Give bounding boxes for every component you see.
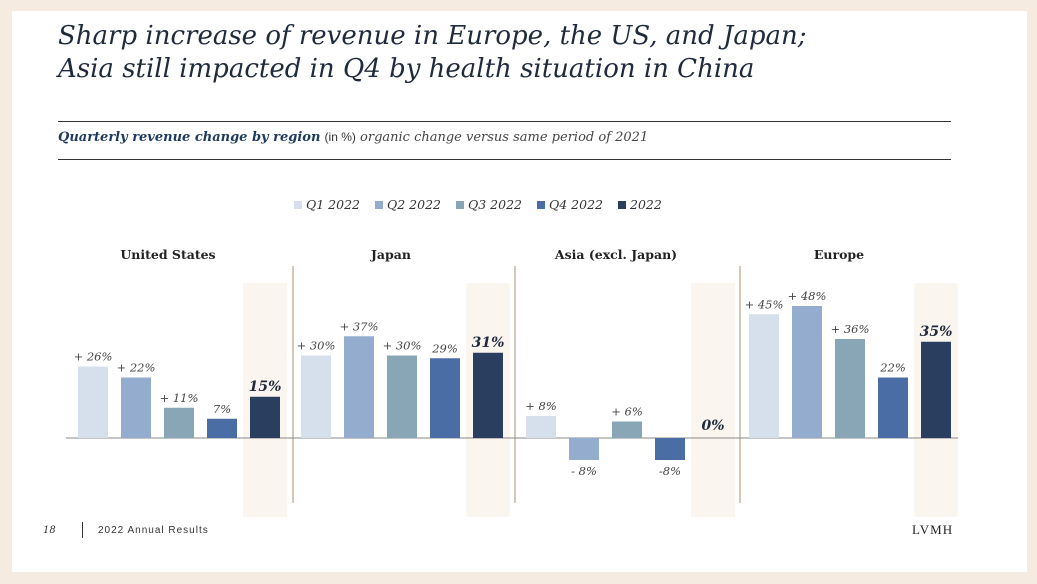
data-label-united-states-2022: 15% xyxy=(249,379,282,395)
data-label-japan-2022: 31% xyxy=(472,335,505,351)
data-label-asia-excl-japan-q1-2022: + 8% xyxy=(525,399,557,413)
data-label-japan-q1-2022: + 30% xyxy=(297,339,336,353)
data-label-united-states-q3-2022: + 11% xyxy=(160,391,199,405)
chart-subtitle: Quarterly revenue change by region (in %… xyxy=(58,130,648,145)
data-label-united-states-q4-2022: 7% xyxy=(213,402,231,416)
bar-japan-q1-2022 xyxy=(301,355,331,438)
data-label-europe-q2-2022: + 48% xyxy=(788,289,827,303)
slide-background xyxy=(12,11,1027,572)
subtitle-note: organic change versus same period of 202… xyxy=(360,130,649,145)
group-title-asia-excl-japan: Asia (excl. Japan) xyxy=(554,247,677,262)
group-title-europe: Europe xyxy=(814,247,864,262)
data-label-japan-q4-2022: 29% xyxy=(431,341,458,355)
page-number: 18 xyxy=(43,525,56,536)
data-label-japan-q3-2022: + 30% xyxy=(383,339,422,353)
page-title: Sharp increase of revenue in Europe, the… xyxy=(58,21,807,84)
bar-united-states-q4-2022 xyxy=(207,418,237,438)
data-label-europe-q3-2022: + 36% xyxy=(831,322,870,336)
bar-europe-q3-2022 xyxy=(835,339,865,438)
legend-label-q3: Q3 2022 xyxy=(468,197,522,212)
legend-swatch-2022 xyxy=(618,200,626,209)
legend-item-2022: 2022 xyxy=(618,197,662,212)
footer-separator xyxy=(82,522,83,538)
legend-item-q3: Q3 2022 xyxy=(456,197,522,212)
legend-item-q2: Q2 2022 xyxy=(375,197,441,212)
bar-asia-excl-japan-q3-2022 xyxy=(612,421,642,438)
bar-united-states-q3-2022 xyxy=(164,407,194,438)
legend-label-q1: Q1 2022 xyxy=(306,197,360,212)
bar-europe-q4-2022 xyxy=(878,377,908,438)
bar-japan-q4-2022 xyxy=(430,358,460,438)
data-label-united-states-q2-2022: + 22% xyxy=(117,361,156,375)
chart-legend: Q1 2022 Q2 2022 Q3 2022 Q4 2022 2022 xyxy=(294,197,662,212)
group-title-japan: Japan xyxy=(370,247,411,262)
bar-united-states-2022 xyxy=(250,396,280,438)
subtitle-unit: (in %) xyxy=(324,130,356,144)
data-label-europe-q1-2022: + 45% xyxy=(745,297,784,311)
bar-japan-q2-2022 xyxy=(344,336,374,438)
footer-title: 2022 Annual Results xyxy=(98,525,209,536)
data-label-asia-excl-japan-q3-2022: + 6% xyxy=(611,405,643,419)
legend-swatch-q1 xyxy=(294,200,302,209)
data-label-asia-excl-japan-2022: 0% xyxy=(701,418,724,434)
legend-item-q4: Q4 2022 xyxy=(537,197,603,212)
legend-swatch-q2 xyxy=(375,200,383,209)
bar-europe-q1-2022 xyxy=(749,314,779,438)
data-label-europe-2022: 35% xyxy=(920,324,953,340)
subtitle-bottom-rule xyxy=(58,159,951,160)
bar-europe-2022 xyxy=(921,341,951,438)
subtitle-top-rule xyxy=(58,121,951,122)
bar-asia-excl-japan-q1-2022 xyxy=(526,416,556,438)
legend-swatch-q4 xyxy=(537,200,545,209)
subtitle-bold: Quarterly revenue change by region xyxy=(58,130,321,145)
data-label-asia-excl-japan-q2-2022: - 8% xyxy=(571,464,597,478)
bar-united-states-q2-2022 xyxy=(121,377,151,438)
data-label-europe-q4-2022: 22% xyxy=(879,361,906,375)
legend-label-2022: 2022 xyxy=(630,197,662,212)
data-label-asia-excl-japan-q4-2022: -8% xyxy=(659,464,681,478)
legend-item-q1: Q1 2022 xyxy=(294,197,360,212)
bar-japan-2022 xyxy=(473,352,503,438)
group-title-united-states: United States xyxy=(120,247,215,262)
brand-logo: LVMH xyxy=(912,522,954,537)
data-label-united-states-q1-2022: + 26% xyxy=(74,350,113,364)
highlight-band-asia-excl-japan xyxy=(691,283,735,517)
bar-europe-q2-2022 xyxy=(792,306,822,438)
bar-asia-excl-japan-q4-2022 xyxy=(655,438,685,460)
legend-label-q4: Q4 2022 xyxy=(549,197,603,212)
legend-label-q2: Q2 2022 xyxy=(387,197,441,212)
bar-asia-excl-japan-q2-2022 xyxy=(569,438,599,460)
legend-swatch-q3 xyxy=(456,200,464,209)
data-label-japan-q2-2022: + 37% xyxy=(340,319,379,333)
bar-united-states-q1-2022 xyxy=(78,366,108,438)
bar-japan-q3-2022 xyxy=(387,355,417,438)
